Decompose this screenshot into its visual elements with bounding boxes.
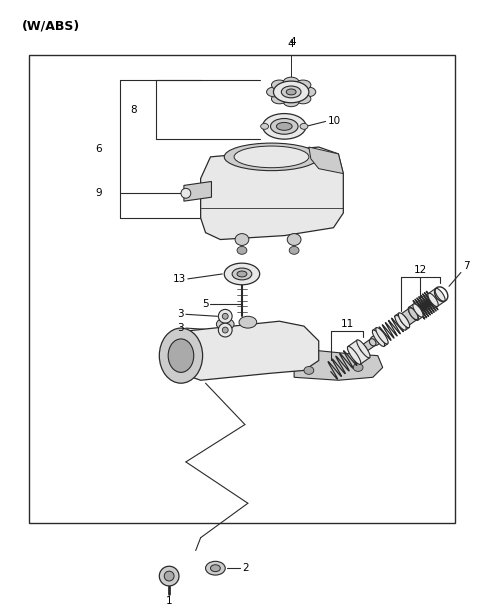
Ellipse shape bbox=[413, 304, 423, 317]
Polygon shape bbox=[201, 147, 343, 240]
Ellipse shape bbox=[210, 565, 220, 572]
Polygon shape bbox=[294, 351, 383, 380]
Text: 10: 10 bbox=[327, 117, 341, 126]
Ellipse shape bbox=[348, 347, 361, 364]
Ellipse shape bbox=[300, 123, 308, 130]
Text: 6: 6 bbox=[96, 144, 102, 154]
Ellipse shape bbox=[408, 308, 418, 320]
Text: (W/ABS): (W/ABS) bbox=[22, 19, 80, 32]
Ellipse shape bbox=[224, 143, 319, 171]
Text: 12: 12 bbox=[414, 265, 427, 275]
Ellipse shape bbox=[224, 263, 260, 285]
Ellipse shape bbox=[239, 316, 257, 328]
Ellipse shape bbox=[237, 271, 247, 277]
Ellipse shape bbox=[435, 288, 445, 302]
Ellipse shape bbox=[398, 313, 409, 328]
Ellipse shape bbox=[295, 80, 311, 90]
Text: 8: 8 bbox=[130, 105, 137, 115]
Text: 9: 9 bbox=[96, 188, 102, 198]
Ellipse shape bbox=[222, 313, 228, 319]
Text: 13: 13 bbox=[173, 274, 186, 284]
Ellipse shape bbox=[287, 233, 301, 246]
Ellipse shape bbox=[372, 330, 384, 347]
Ellipse shape bbox=[216, 318, 234, 330]
Ellipse shape bbox=[272, 94, 287, 104]
Polygon shape bbox=[396, 313, 409, 330]
Ellipse shape bbox=[360, 345, 367, 353]
Polygon shape bbox=[409, 304, 422, 320]
Text: 11: 11 bbox=[340, 319, 354, 329]
Ellipse shape bbox=[271, 119, 298, 134]
Ellipse shape bbox=[222, 327, 228, 333]
Ellipse shape bbox=[304, 367, 314, 375]
Ellipse shape bbox=[353, 364, 363, 371]
Ellipse shape bbox=[218, 309, 232, 323]
Ellipse shape bbox=[205, 561, 225, 575]
Text: 7: 7 bbox=[463, 260, 469, 271]
Polygon shape bbox=[429, 289, 444, 306]
Ellipse shape bbox=[300, 87, 316, 97]
Text: 1: 1 bbox=[166, 596, 172, 606]
Text: 5: 5 bbox=[202, 300, 208, 309]
Ellipse shape bbox=[408, 307, 419, 320]
Ellipse shape bbox=[164, 571, 174, 581]
Ellipse shape bbox=[159, 328, 203, 383]
Ellipse shape bbox=[295, 94, 311, 104]
Ellipse shape bbox=[399, 314, 408, 326]
Text: 3: 3 bbox=[177, 323, 184, 333]
Ellipse shape bbox=[289, 246, 299, 254]
Ellipse shape bbox=[283, 97, 299, 106]
Text: 2: 2 bbox=[242, 563, 249, 573]
Ellipse shape bbox=[370, 336, 380, 345]
Ellipse shape bbox=[235, 233, 249, 246]
Ellipse shape bbox=[283, 77, 299, 87]
Ellipse shape bbox=[234, 146, 309, 168]
Polygon shape bbox=[361, 339, 375, 352]
Polygon shape bbox=[171, 321, 319, 380]
Ellipse shape bbox=[274, 81, 309, 103]
Ellipse shape bbox=[376, 328, 388, 344]
Text: 4: 4 bbox=[290, 36, 297, 47]
Ellipse shape bbox=[286, 89, 296, 95]
Ellipse shape bbox=[263, 114, 306, 139]
Ellipse shape bbox=[232, 268, 252, 280]
Ellipse shape bbox=[218, 323, 232, 337]
Ellipse shape bbox=[428, 293, 438, 306]
Ellipse shape bbox=[159, 566, 179, 586]
Polygon shape bbox=[400, 308, 417, 326]
Ellipse shape bbox=[357, 340, 370, 358]
Polygon shape bbox=[373, 328, 388, 347]
Polygon shape bbox=[184, 181, 212, 201]
Ellipse shape bbox=[272, 80, 287, 90]
Text: 4: 4 bbox=[288, 39, 295, 49]
Ellipse shape bbox=[237, 246, 247, 254]
Polygon shape bbox=[309, 147, 343, 174]
Ellipse shape bbox=[181, 188, 191, 198]
Bar bbox=[29, 55, 455, 523]
Ellipse shape bbox=[168, 339, 194, 372]
Ellipse shape bbox=[266, 87, 282, 97]
Polygon shape bbox=[348, 340, 370, 364]
Ellipse shape bbox=[370, 339, 376, 346]
Ellipse shape bbox=[281, 86, 301, 98]
Ellipse shape bbox=[276, 122, 292, 130]
Ellipse shape bbox=[261, 123, 268, 130]
Text: 3: 3 bbox=[177, 309, 184, 319]
Ellipse shape bbox=[395, 316, 406, 330]
